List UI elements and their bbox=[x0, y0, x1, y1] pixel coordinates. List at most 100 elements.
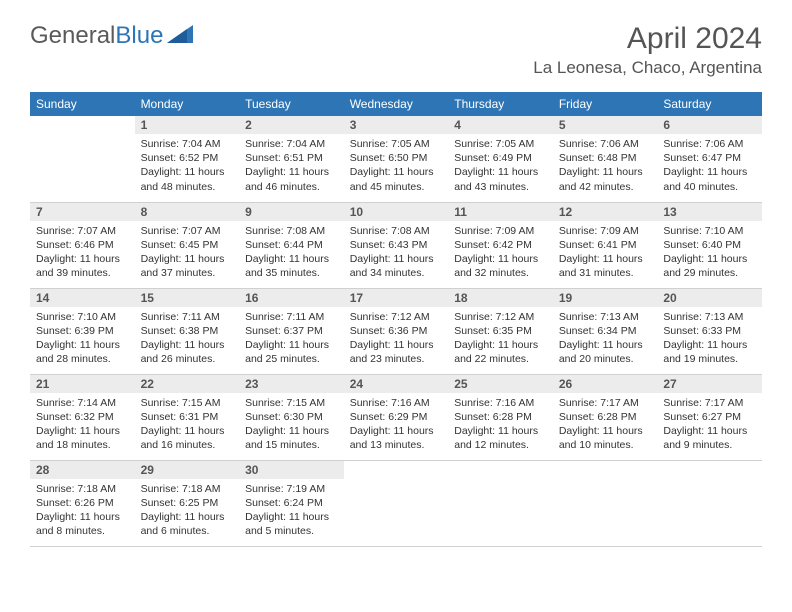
calendar-cell: .. bbox=[553, 460, 658, 546]
day-data: Sunrise: 7:10 AMSunset: 6:40 PMDaylight:… bbox=[657, 221, 762, 285]
day-number: 19 bbox=[553, 289, 658, 307]
calendar-cell: 9Sunrise: 7:08 AMSunset: 6:44 PMDaylight… bbox=[239, 202, 344, 288]
day-data: Sunrise: 7:17 AMSunset: 6:28 PMDaylight:… bbox=[553, 393, 658, 457]
calendar-row: 7Sunrise: 7:07 AMSunset: 6:46 PMDaylight… bbox=[30, 202, 762, 288]
day-data: Sunrise: 7:12 AMSunset: 6:35 PMDaylight:… bbox=[448, 307, 553, 371]
day-number: 24 bbox=[344, 375, 449, 393]
day-data: Sunrise: 7:05 AMSunset: 6:50 PMDaylight:… bbox=[344, 134, 449, 198]
calendar-row: 14Sunrise: 7:10 AMSunset: 6:39 PMDayligh… bbox=[30, 288, 762, 374]
page-header: GeneralBlue April 2024 La Leonesa, Chaco… bbox=[0, 0, 792, 86]
weekday-header-row: SundayMondayTuesdayWednesdayThursdayFrid… bbox=[30, 92, 762, 116]
day-number: 29 bbox=[135, 461, 240, 479]
day-data: Sunrise: 7:08 AMSunset: 6:43 PMDaylight:… bbox=[344, 221, 449, 285]
day-number: 16 bbox=[239, 289, 344, 307]
calendar-cell: 16Sunrise: 7:11 AMSunset: 6:37 PMDayligh… bbox=[239, 288, 344, 374]
calendar-cell: 4Sunrise: 7:05 AMSunset: 6:49 PMDaylight… bbox=[448, 116, 553, 202]
calendar-cell: 23Sunrise: 7:15 AMSunset: 6:30 PMDayligh… bbox=[239, 374, 344, 460]
day-data: Sunrise: 7:17 AMSunset: 6:27 PMDaylight:… bbox=[657, 393, 762, 457]
day-data: Sunrise: 7:18 AMSunset: 6:26 PMDaylight:… bbox=[30, 479, 135, 543]
day-data: Sunrise: 7:16 AMSunset: 6:28 PMDaylight:… bbox=[448, 393, 553, 457]
calendar-cell: 5Sunrise: 7:06 AMSunset: 6:48 PMDaylight… bbox=[553, 116, 658, 202]
calendar-cell: .. bbox=[30, 116, 135, 202]
calendar-cell: 15Sunrise: 7:11 AMSunset: 6:38 PMDayligh… bbox=[135, 288, 240, 374]
calendar-cell: 27Sunrise: 7:17 AMSunset: 6:27 PMDayligh… bbox=[657, 374, 762, 460]
calendar-row: 28Sunrise: 7:18 AMSunset: 6:26 PMDayligh… bbox=[30, 460, 762, 546]
day-data: Sunrise: 7:06 AMSunset: 6:48 PMDaylight:… bbox=[553, 134, 658, 198]
brand-part2: Blue bbox=[115, 22, 163, 50]
day-number: 4 bbox=[448, 116, 553, 134]
title-block: April 2024 La Leonesa, Chaco, Argentina bbox=[533, 22, 762, 78]
day-data: Sunrise: 7:11 AMSunset: 6:37 PMDaylight:… bbox=[239, 307, 344, 371]
calendar-cell: 14Sunrise: 7:10 AMSunset: 6:39 PMDayligh… bbox=[30, 288, 135, 374]
weekday-header: Saturday bbox=[657, 92, 762, 116]
day-number: 17 bbox=[344, 289, 449, 307]
calendar-cell: 20Sunrise: 7:13 AMSunset: 6:33 PMDayligh… bbox=[657, 288, 762, 374]
day-number: 7 bbox=[30, 203, 135, 221]
day-number: 1 bbox=[135, 116, 240, 134]
day-data: Sunrise: 7:11 AMSunset: 6:38 PMDaylight:… bbox=[135, 307, 240, 371]
calendar-cell: 12Sunrise: 7:09 AMSunset: 6:41 PMDayligh… bbox=[553, 202, 658, 288]
day-data: Sunrise: 7:08 AMSunset: 6:44 PMDaylight:… bbox=[239, 221, 344, 285]
day-data: Sunrise: 7:18 AMSunset: 6:25 PMDaylight:… bbox=[135, 479, 240, 543]
logo-triangle-icon bbox=[167, 22, 193, 50]
day-number: 12 bbox=[553, 203, 658, 221]
day-data: Sunrise: 7:07 AMSunset: 6:45 PMDaylight:… bbox=[135, 221, 240, 285]
calendar-cell: 3Sunrise: 7:05 AMSunset: 6:50 PMDaylight… bbox=[344, 116, 449, 202]
calendar-cell: 8Sunrise: 7:07 AMSunset: 6:45 PMDaylight… bbox=[135, 202, 240, 288]
day-data: Sunrise: 7:09 AMSunset: 6:41 PMDaylight:… bbox=[553, 221, 658, 285]
day-number: 22 bbox=[135, 375, 240, 393]
day-number: 8 bbox=[135, 203, 240, 221]
calendar-cell: 19Sunrise: 7:13 AMSunset: 6:34 PMDayligh… bbox=[553, 288, 658, 374]
day-number: 9 bbox=[239, 203, 344, 221]
day-data: Sunrise: 7:06 AMSunset: 6:47 PMDaylight:… bbox=[657, 134, 762, 198]
calendar-cell: 7Sunrise: 7:07 AMSunset: 6:46 PMDaylight… bbox=[30, 202, 135, 288]
calendar-cell: 21Sunrise: 7:14 AMSunset: 6:32 PMDayligh… bbox=[30, 374, 135, 460]
calendar-cell: 11Sunrise: 7:09 AMSunset: 6:42 PMDayligh… bbox=[448, 202, 553, 288]
calendar-cell: 29Sunrise: 7:18 AMSunset: 6:25 PMDayligh… bbox=[135, 460, 240, 546]
calendar-cell: 25Sunrise: 7:16 AMSunset: 6:28 PMDayligh… bbox=[448, 374, 553, 460]
location-line: La Leonesa, Chaco, Argentina bbox=[533, 58, 762, 78]
day-data: Sunrise: 7:12 AMSunset: 6:36 PMDaylight:… bbox=[344, 307, 449, 371]
calendar-cell: 10Sunrise: 7:08 AMSunset: 6:43 PMDayligh… bbox=[344, 202, 449, 288]
day-number: 14 bbox=[30, 289, 135, 307]
calendar-cell: 22Sunrise: 7:15 AMSunset: 6:31 PMDayligh… bbox=[135, 374, 240, 460]
calendar-cell: 24Sunrise: 7:16 AMSunset: 6:29 PMDayligh… bbox=[344, 374, 449, 460]
day-number: 26 bbox=[553, 375, 658, 393]
calendar-cell: .. bbox=[657, 460, 762, 546]
day-number: 23 bbox=[239, 375, 344, 393]
day-number: 6 bbox=[657, 116, 762, 134]
weekday-header: Friday bbox=[553, 92, 658, 116]
calendar-cell: 17Sunrise: 7:12 AMSunset: 6:36 PMDayligh… bbox=[344, 288, 449, 374]
day-data: Sunrise: 7:14 AMSunset: 6:32 PMDaylight:… bbox=[30, 393, 135, 457]
day-data: Sunrise: 7:04 AMSunset: 6:52 PMDaylight:… bbox=[135, 134, 240, 198]
day-number: 20 bbox=[657, 289, 762, 307]
day-data: Sunrise: 7:07 AMSunset: 6:46 PMDaylight:… bbox=[30, 221, 135, 285]
calendar-cell: 13Sunrise: 7:10 AMSunset: 6:40 PMDayligh… bbox=[657, 202, 762, 288]
day-data: Sunrise: 7:09 AMSunset: 6:42 PMDaylight:… bbox=[448, 221, 553, 285]
month-title: April 2024 bbox=[533, 22, 762, 56]
day-data: Sunrise: 7:13 AMSunset: 6:33 PMDaylight:… bbox=[657, 307, 762, 371]
day-number: 13 bbox=[657, 203, 762, 221]
calendar-cell: .. bbox=[344, 460, 449, 546]
day-data: Sunrise: 7:10 AMSunset: 6:39 PMDaylight:… bbox=[30, 307, 135, 371]
day-data: Sunrise: 7:16 AMSunset: 6:29 PMDaylight:… bbox=[344, 393, 449, 457]
day-data: Sunrise: 7:13 AMSunset: 6:34 PMDaylight:… bbox=[553, 307, 658, 371]
calendar-cell: 2Sunrise: 7:04 AMSunset: 6:51 PMDaylight… bbox=[239, 116, 344, 202]
day-data: Sunrise: 7:15 AMSunset: 6:30 PMDaylight:… bbox=[239, 393, 344, 457]
weekday-header: Tuesday bbox=[239, 92, 344, 116]
calendar-body: ..1Sunrise: 7:04 AMSunset: 6:52 PMDaylig… bbox=[30, 116, 762, 546]
calendar-cell: 26Sunrise: 7:17 AMSunset: 6:28 PMDayligh… bbox=[553, 374, 658, 460]
day-number: 28 bbox=[30, 461, 135, 479]
weekday-header: Monday bbox=[135, 92, 240, 116]
brand-part1: General bbox=[30, 22, 115, 50]
calendar-cell: 18Sunrise: 7:12 AMSunset: 6:35 PMDayligh… bbox=[448, 288, 553, 374]
calendar-cell: 6Sunrise: 7:06 AMSunset: 6:47 PMDaylight… bbox=[657, 116, 762, 202]
weekday-header: Wednesday bbox=[344, 92, 449, 116]
day-number: 27 bbox=[657, 375, 762, 393]
calendar-row: 21Sunrise: 7:14 AMSunset: 6:32 PMDayligh… bbox=[30, 374, 762, 460]
day-data: Sunrise: 7:04 AMSunset: 6:51 PMDaylight:… bbox=[239, 134, 344, 198]
day-number: 5 bbox=[553, 116, 658, 134]
day-number: 30 bbox=[239, 461, 344, 479]
calendar-cell: 28Sunrise: 7:18 AMSunset: 6:26 PMDayligh… bbox=[30, 460, 135, 546]
day-number: 21 bbox=[30, 375, 135, 393]
